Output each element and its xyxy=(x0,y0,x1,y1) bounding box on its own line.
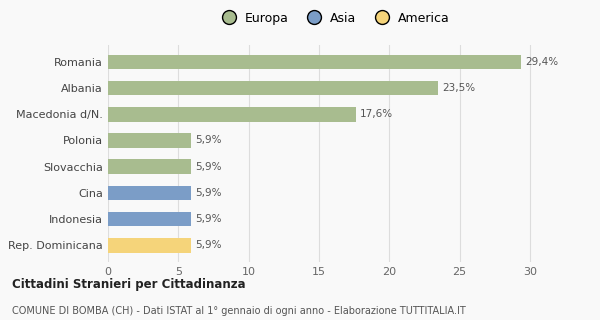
Bar xyxy=(108,55,521,69)
Bar xyxy=(108,238,191,252)
Text: 5,9%: 5,9% xyxy=(195,188,221,198)
Text: 17,6%: 17,6% xyxy=(360,109,393,119)
Text: 5,9%: 5,9% xyxy=(195,162,221,172)
Legend: Europa, Asia, America: Europa, Asia, America xyxy=(211,7,455,30)
Bar xyxy=(108,133,191,148)
Text: COMUNE DI BOMBA (CH) - Dati ISTAT al 1° gennaio di ogni anno - Elaborazione TUTT: COMUNE DI BOMBA (CH) - Dati ISTAT al 1° … xyxy=(12,306,466,316)
Bar xyxy=(108,81,439,95)
Text: 23,5%: 23,5% xyxy=(443,83,476,93)
Text: Cittadini Stranieri per Cittadinanza: Cittadini Stranieri per Cittadinanza xyxy=(12,278,245,291)
Text: 5,9%: 5,9% xyxy=(195,135,221,146)
Bar xyxy=(108,212,191,226)
Bar xyxy=(108,186,191,200)
Text: 5,9%: 5,9% xyxy=(195,214,221,224)
Bar xyxy=(108,107,355,122)
Text: 29,4%: 29,4% xyxy=(526,57,559,67)
Text: 5,9%: 5,9% xyxy=(195,240,221,250)
Bar xyxy=(108,159,191,174)
